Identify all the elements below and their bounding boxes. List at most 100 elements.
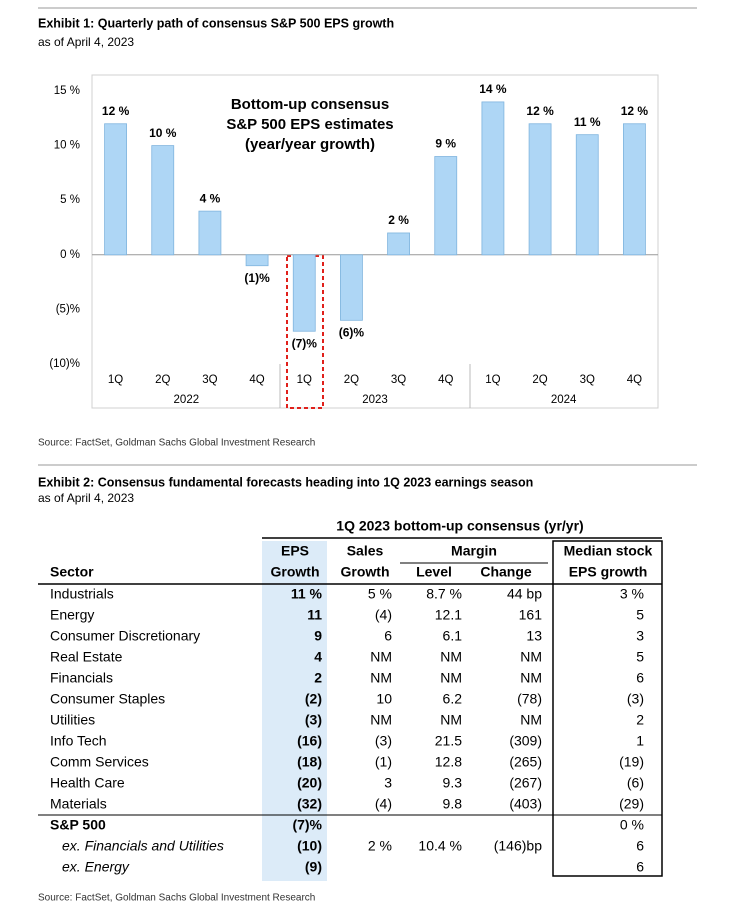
source: Source: FactSet, Goldman Sachs Global In… [38,893,315,904]
value-label: 12 % [621,104,649,118]
value-label: 11 % [574,115,601,129]
annotation: S&P 500 EPS estimates [226,116,393,133]
table-cell: 8.7 % [426,586,462,602]
column-header: EPS [281,543,309,559]
exhibit-title: Exhibit 2: Consensus fundamental forecas… [38,475,533,489]
x-tick-label: 4Q [249,374,264,386]
table-cell: (20) [297,775,322,791]
x-tick-label: 2Q [532,374,547,386]
table-cell: 6 [636,859,644,875]
table-cell: 12.8 [435,754,462,770]
table-cell: NM [370,670,392,686]
annotation: (year/year growth) [245,136,375,153]
eps-column-shade [262,541,327,881]
exhibit-title: Exhibit 1: Quarterly path of consensus S… [38,16,394,30]
row-label: Consumer Discretionary [50,628,200,644]
table-group-header: 1Q 2023 bottom-up consensus (yr/yr) [336,518,583,534]
row-label: Info Tech [50,733,107,749]
table-cell: 3 [636,628,644,644]
table-cell: (3) [375,733,392,749]
bar [340,254,363,321]
table-cell: 11 [307,607,322,623]
value-label: 2 % [388,213,409,227]
table-cell: NM [520,670,542,686]
table-cell: (29) [619,796,644,812]
column-header: Margin [451,543,497,559]
table-cell: 10 [376,691,392,707]
bar [575,134,599,256]
bar [387,232,410,256]
table-cell: 0 % [620,817,644,833]
table-cell: NM [440,649,462,665]
table-cell: 3 % [620,586,644,602]
table-cell: (16) [297,733,322,749]
table-cell: 1 [636,733,644,749]
row-label: Financials [50,670,113,686]
x-tick-label: 4Q [438,374,453,386]
annotation: Bottom-up consensus [231,96,389,113]
bar [198,210,222,256]
row-label: Health Care [50,775,125,791]
column-header: Change [480,564,532,580]
x-tick-label: 2Q [155,374,170,386]
row-label: ex. Energy [62,859,130,875]
value-label: 12 % [526,104,554,118]
column-header: Median stock [564,543,653,559]
row-label: Industrials [50,586,114,602]
table-cell: 4 [314,649,322,665]
table-cell: (3) [627,691,644,707]
table-cell: (10) [297,838,322,854]
row-label: Energy [50,607,94,623]
bar [292,254,316,332]
table-cell: (18) [297,754,322,770]
y-tick-label: 15 % [54,85,80,97]
table-cell: 44 bp [507,586,542,602]
bar [104,123,127,256]
x-tick-label: 1Q [485,374,500,386]
bar [481,101,505,256]
column-header: Growth [271,564,320,580]
column-header: Level [416,564,452,580]
table-cell: NM [440,670,462,686]
table-cell: (309) [509,733,542,749]
x-tick-label: 1Q [108,374,123,386]
table-cell: 3 [384,775,392,791]
table-cell: 5 [636,607,644,623]
plot-frame [91,74,659,409]
value-label: 14 % [479,82,507,96]
bar [245,254,269,267]
table-cell: 2 % [368,838,392,854]
column-header: EPS growth [569,564,648,580]
y-tick-label: 5 % [60,194,80,206]
table-cell: (267) [509,775,542,791]
table-cell: NM [440,712,462,728]
table-cell: 9.8 [443,796,463,812]
year-label: 2022 [174,394,200,406]
table-cell: 6 [636,670,644,686]
table-cell: 6.2 [443,691,463,707]
table-cell: 2 [636,712,644,728]
table-cell: 21.5 [435,733,462,749]
table-cell: NM [370,712,392,728]
x-tick-label: 2Q [344,374,359,386]
median-box [552,540,663,877]
table-cell: NM [520,712,542,728]
table-cell: (3) [305,712,322,728]
year-label: 2024 [551,394,577,406]
row-label: Utilities [50,712,95,728]
table-cell: 6 [636,838,644,854]
table-cell: 11 % [291,586,323,602]
table-cell: (146)bp [494,838,542,854]
exhibit-subtitle: as of April 4, 2023 [38,35,134,49]
table-cell: 2 [314,670,322,686]
y-tick-label: (10)% [49,358,80,370]
bar [151,145,175,256]
row-label: S&P 500 [50,817,106,833]
table-cell: NM [370,649,392,665]
table-cell: (6) [627,775,644,791]
table-cell: 6.1 [443,628,463,644]
table-cell: 9 [314,628,322,644]
table-cell: (1) [375,754,392,770]
x-tick-label: 1Q [297,374,312,386]
